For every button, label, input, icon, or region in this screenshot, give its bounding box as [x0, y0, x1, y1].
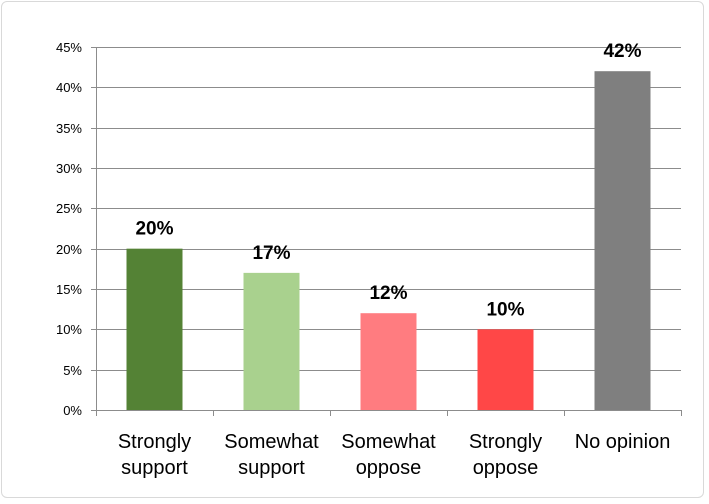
- data-label: 20%: [135, 219, 173, 240]
- bar: [126, 248, 183, 410]
- x-category-label: No opinion: [575, 431, 671, 453]
- bar: [594, 71, 651, 410]
- x-axis-categories: Strongly support Somewhat support Somewhat op…: [118, 431, 671, 479]
- y-tick-label: 15%: [56, 282, 82, 297]
- bar: [477, 329, 534, 410]
- bars: [126, 71, 651, 410]
- y-tick-label: 20%: [56, 242, 82, 257]
- data-label: 10%: [486, 299, 524, 320]
- x-category-label: Strongly support: [118, 431, 191, 479]
- x-category-label: Somewhat support: [224, 431, 319, 479]
- y-tick-label: 45%: [56, 40, 82, 55]
- y-tick-label: 25%: [56, 201, 82, 216]
- bar: [360, 313, 417, 410]
- data-label: 42%: [603, 41, 641, 62]
- x-category-label: Somewhat oppose: [341, 431, 436, 479]
- y-tick-label: 35%: [56, 121, 82, 136]
- data-label: 17%: [252, 243, 290, 264]
- data-labels: 20% 17% 12% 10% 42%: [135, 41, 641, 320]
- y-tick-label: 5%: [63, 363, 82, 378]
- x-axis: [96, 410, 682, 416]
- y-tick-label: 10%: [56, 322, 82, 337]
- y-tick-label: 0%: [63, 403, 82, 418]
- x-category-label: Strongly oppose: [469, 431, 542, 479]
- y-tick-label: 30%: [56, 161, 82, 176]
- y-tick-label: 40%: [56, 80, 82, 95]
- bar: [243, 272, 300, 410]
- data-label: 12%: [369, 283, 407, 304]
- y-axis-ticks: 0% 5% 10% 15% 20% 25% 30% 35% 40% 45%: [56, 40, 82, 418]
